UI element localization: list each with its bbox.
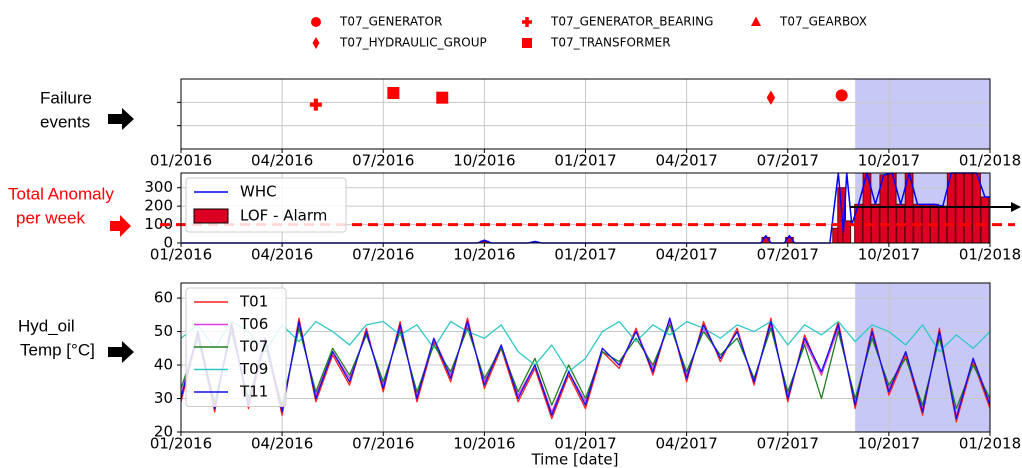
x-tick-label: 10/2016 xyxy=(453,435,515,453)
x-tick-label: 07/2017 xyxy=(757,246,819,264)
legend-marker xyxy=(522,17,532,27)
event-marker xyxy=(766,90,776,105)
plot-frame xyxy=(180,282,991,433)
y-tick-label: 0 xyxy=(163,234,173,252)
y-tick-label: 100 xyxy=(144,215,173,233)
line xyxy=(180,320,991,416)
x-tick-label: 01/2018 xyxy=(959,435,1021,453)
bar xyxy=(980,196,990,244)
legend-box xyxy=(185,287,287,407)
arrow xyxy=(108,341,134,363)
x-tick-label: 07/2017 xyxy=(757,152,819,170)
line xyxy=(180,324,991,410)
highlight-region xyxy=(855,79,990,149)
arrow-head xyxy=(1011,202,1021,212)
event-marker xyxy=(309,98,322,111)
legend-label: T01 xyxy=(239,293,268,311)
x-tick-label: 04/2017 xyxy=(655,152,717,170)
x-tick-label: 01/2016 xyxy=(150,246,212,264)
x-tick-label: 01/2017 xyxy=(554,246,616,264)
legend-label: T07_HYDRAULIC_GROUP xyxy=(339,36,487,50)
annotation: per week xyxy=(16,208,85,227)
annotation: Total Anomaly xyxy=(8,184,114,203)
y-tick-label: 40 xyxy=(154,356,173,374)
x-tick-label: 01/2016 xyxy=(150,152,212,170)
event-marker xyxy=(436,91,449,104)
legend-label: T11 xyxy=(239,383,268,401)
legend-label: T09 xyxy=(239,360,268,378)
x-tick-label: 01/2018 xyxy=(959,152,1021,170)
x-tick-label: 04/2016 xyxy=(251,152,313,170)
legend-swatch xyxy=(193,208,229,224)
legend-label: LOF - Alarm xyxy=(240,207,327,225)
arrow xyxy=(108,108,134,130)
x-tick-label: 04/2016 xyxy=(251,435,313,453)
event-marker xyxy=(835,89,848,102)
y-tick-label: 30 xyxy=(154,389,173,407)
legend-label: T07_GENERATOR xyxy=(339,15,442,29)
annotation: Failure xyxy=(40,88,92,107)
legend-marker xyxy=(311,17,321,27)
x-tick-label: 01/2017 xyxy=(554,435,616,453)
x-tick-label: 04/2017 xyxy=(655,435,717,453)
x-tick-label: 01/2017 xyxy=(554,152,616,170)
legend-marker xyxy=(751,16,761,26)
line xyxy=(180,317,991,420)
x-tick-label: 01/2018 xyxy=(959,246,1021,264)
plot-frame xyxy=(180,78,991,150)
legend-marker xyxy=(522,38,532,48)
annotation: Hyd_oil xyxy=(18,316,75,335)
line xyxy=(180,320,991,373)
x-tick-label: 07/2016 xyxy=(352,152,414,170)
legend-label: T07_TRANSFORMER xyxy=(550,36,671,50)
x-tick-label: 07/2016 xyxy=(352,246,414,264)
x-tick-label: 10/2017 xyxy=(858,152,920,170)
x-tick-label: 04/2016 xyxy=(251,246,313,264)
y-tick-label: 300 xyxy=(144,178,173,196)
x-axis-label: Time [date] xyxy=(530,451,618,468)
x-tick-label: 10/2017 xyxy=(858,246,920,264)
x-tick-label: 10/2016 xyxy=(453,152,515,170)
x-tick-label: 07/2017 xyxy=(757,435,819,453)
y-tick-label: 200 xyxy=(144,197,173,215)
y-tick-label: 60 xyxy=(154,289,173,307)
x-tick-label: 07/2016 xyxy=(352,435,414,453)
x-tick-label: 01/2016 xyxy=(150,435,212,453)
legend-label: T07_GENERATOR_BEARING xyxy=(550,15,713,29)
arrow xyxy=(110,215,131,237)
y-tick-label: 20 xyxy=(154,423,173,441)
annotation: events xyxy=(40,112,90,131)
legend-label: T07 xyxy=(239,338,268,356)
x-tick-label: 04/2017 xyxy=(655,246,717,264)
legend-label: T07_GEARBOX xyxy=(779,15,867,29)
legend-label: WHC xyxy=(240,183,277,201)
x-tick-label: 10/2017 xyxy=(858,435,920,453)
y-tick-label: 50 xyxy=(154,322,173,340)
legend-marker xyxy=(312,37,320,49)
x-tick-label: 10/2016 xyxy=(453,246,515,264)
legend-label: T06 xyxy=(239,315,268,333)
annotation: Temp [°C] xyxy=(20,340,95,359)
event-marker xyxy=(387,87,400,99)
line xyxy=(180,317,991,423)
